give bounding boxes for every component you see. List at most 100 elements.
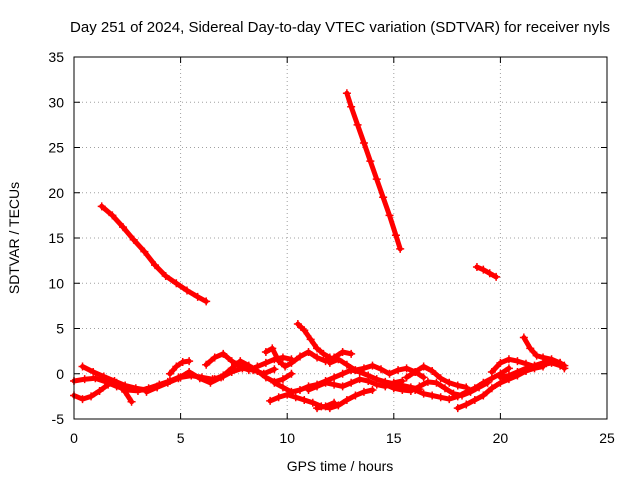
y-tick-label: 35 (48, 49, 64, 65)
data-point (274, 357, 283, 366)
series-line (474, 264, 499, 280)
data-point (321, 378, 330, 387)
data-point (278, 375, 287, 384)
data-point (80, 375, 89, 384)
data-point (268, 344, 277, 353)
data-point (281, 362, 290, 371)
data-point (161, 272, 170, 281)
data-point (185, 367, 194, 376)
y-tick-label: 15 (48, 230, 64, 246)
data-point (436, 393, 445, 402)
x-tick-label: 20 (493, 430, 509, 446)
data-point (300, 326, 309, 335)
x-tick-label: 25 (599, 430, 615, 446)
data-point (462, 387, 471, 396)
series-track-2 (342, 89, 405, 253)
data-point (419, 389, 428, 398)
series-track-21 (411, 364, 513, 404)
data-point (108, 211, 117, 220)
data-point (185, 357, 194, 366)
tick-labels: 0 5 10 15 20 25 -5 0 5 10 15 20 25 30 35 (48, 49, 615, 446)
series-line (344, 90, 403, 252)
y-tick-label: 25 (48, 140, 64, 156)
data-point (547, 357, 556, 366)
data-point (432, 378, 441, 387)
data-point (306, 335, 315, 344)
data-point (104, 380, 113, 389)
data-point (513, 357, 522, 366)
data-point (532, 351, 541, 360)
data-point (504, 364, 513, 373)
data-point (423, 377, 432, 386)
data-point (266, 396, 275, 405)
y-tick-label: -5 (52, 411, 65, 427)
data-point (89, 367, 98, 376)
data-point (330, 380, 339, 389)
data-point (295, 386, 304, 395)
data-point (308, 398, 317, 407)
series-track-1 (97, 202, 211, 306)
data-point (453, 392, 462, 401)
data-point (419, 362, 428, 371)
data-point (359, 387, 368, 396)
x-axis-label: GPS time / hours (287, 458, 394, 474)
data-point (391, 231, 400, 240)
series-layer (70, 89, 569, 413)
data-point (402, 364, 411, 373)
data-point (119, 223, 128, 232)
data-point (142, 387, 151, 396)
data-point (174, 374, 183, 383)
data-point (479, 378, 488, 387)
data-point (210, 375, 219, 384)
data-point (556, 358, 565, 367)
data-point (163, 378, 172, 387)
data-point (304, 348, 313, 357)
data-point (338, 382, 347, 391)
data-point (402, 373, 411, 382)
data-point (487, 367, 496, 376)
data-point (202, 360, 211, 369)
y-tick-label: 10 (48, 275, 64, 291)
data-point (140, 247, 149, 256)
data-point (202, 297, 211, 306)
data-point (261, 358, 270, 367)
data-point (270, 378, 279, 387)
data-point (342, 395, 351, 404)
data-point (377, 365, 386, 374)
data-point (219, 349, 228, 358)
data-point (492, 272, 501, 281)
data-point (496, 373, 505, 382)
y-tick-label: 0 (56, 366, 64, 382)
data-point (313, 344, 322, 353)
data-point (321, 402, 330, 411)
data-point (334, 355, 343, 364)
series-line (212, 358, 294, 385)
data-point (513, 367, 522, 376)
data-point (330, 398, 339, 407)
data-point (338, 348, 347, 357)
y-tick-label: 30 (48, 94, 64, 110)
data-point (195, 374, 204, 383)
data-point (304, 386, 313, 395)
data-point (131, 384, 140, 393)
data-point (479, 391, 488, 400)
data-point (95, 386, 104, 395)
series-track-20 (402, 362, 471, 392)
data-point (504, 371, 513, 380)
data-point (330, 373, 339, 382)
y-tick-label: 5 (56, 321, 64, 337)
data-point (261, 348, 270, 357)
series-line (99, 203, 209, 304)
data-point (368, 386, 377, 395)
data-point (342, 89, 351, 98)
data-point (353, 120, 362, 129)
data-point (287, 358, 296, 367)
data-point (385, 211, 394, 220)
data-point (278, 353, 287, 362)
data-point (436, 374, 445, 383)
data-point (342, 360, 351, 369)
series-track-10 (165, 357, 194, 378)
data-point (419, 373, 428, 382)
